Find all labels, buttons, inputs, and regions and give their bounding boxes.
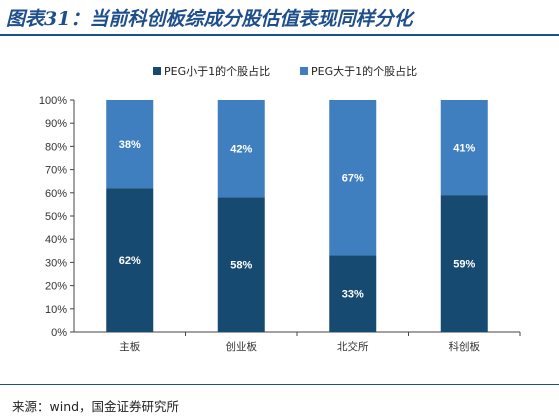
data-label: 41%: [453, 143, 475, 155]
x-tick-label: 北交所: [337, 340, 369, 353]
legend-label-2: PEG大于1的个股占比: [311, 64, 417, 78]
legend-swatch-1: [153, 67, 161, 75]
bar-segment-1-2: [217, 197, 265, 332]
bar-segment-2-3: [329, 100, 377, 256]
y-tick-label: 0%: [51, 327, 67, 339]
bar-segment-1-3: [329, 255, 377, 332]
y-tick-label: 100%: [39, 95, 67, 107]
legend-swatch-2: [300, 67, 308, 75]
stacked-bar-chart: PEG小于1的个股占比 PEG大于1的个股占比 0% 10% 20% 30% 40% 50% 6…: [39, 64, 521, 353]
x-tick-label: 创业板: [226, 340, 258, 353]
bar-segment-2-4: [440, 100, 488, 196]
data-label: 62%: [119, 255, 141, 267]
data-label: 58%: [230, 260, 252, 272]
legend-label-1: PEG小于1的个股占比: [164, 64, 270, 78]
bar-segment-2-2: [217, 100, 265, 198]
y-tick-label: 70%: [45, 165, 67, 177]
data-label: 33%: [342, 289, 364, 301]
y-tick-label: 40%: [45, 234, 67, 246]
y-tick-label: 50%: [45, 211, 67, 223]
x-tick-label: 科创板: [449, 340, 481, 353]
figure-title: 图表31：当前科创板综成分股估值表现同样分化: [6, 8, 413, 30]
y-tick-label: 10%: [45, 304, 67, 316]
bar-segment-2-1: [106, 100, 154, 189]
y-tick-label: 30%: [45, 257, 67, 269]
title-rule: [0, 34, 559, 36]
bar-segment-1-4: [440, 195, 488, 332]
y-tick-label: 20%: [45, 281, 67, 293]
data-label: 38%: [119, 139, 141, 151]
bar-segment-1-1: [106, 188, 154, 332]
data-label: 42%: [230, 144, 252, 156]
data-label: 59%: [453, 259, 475, 271]
source-note: 来源：wind，国金证券研究所: [12, 399, 180, 414]
y-tick-label: 60%: [45, 188, 67, 200]
y-tick-label: 90%: [45, 118, 67, 130]
data-label: 67%: [342, 173, 364, 185]
y-tick-label: 80%: [45, 141, 67, 153]
x-tick-label: 主板: [119, 340, 140, 353]
footer-rule: [0, 384, 559, 385]
